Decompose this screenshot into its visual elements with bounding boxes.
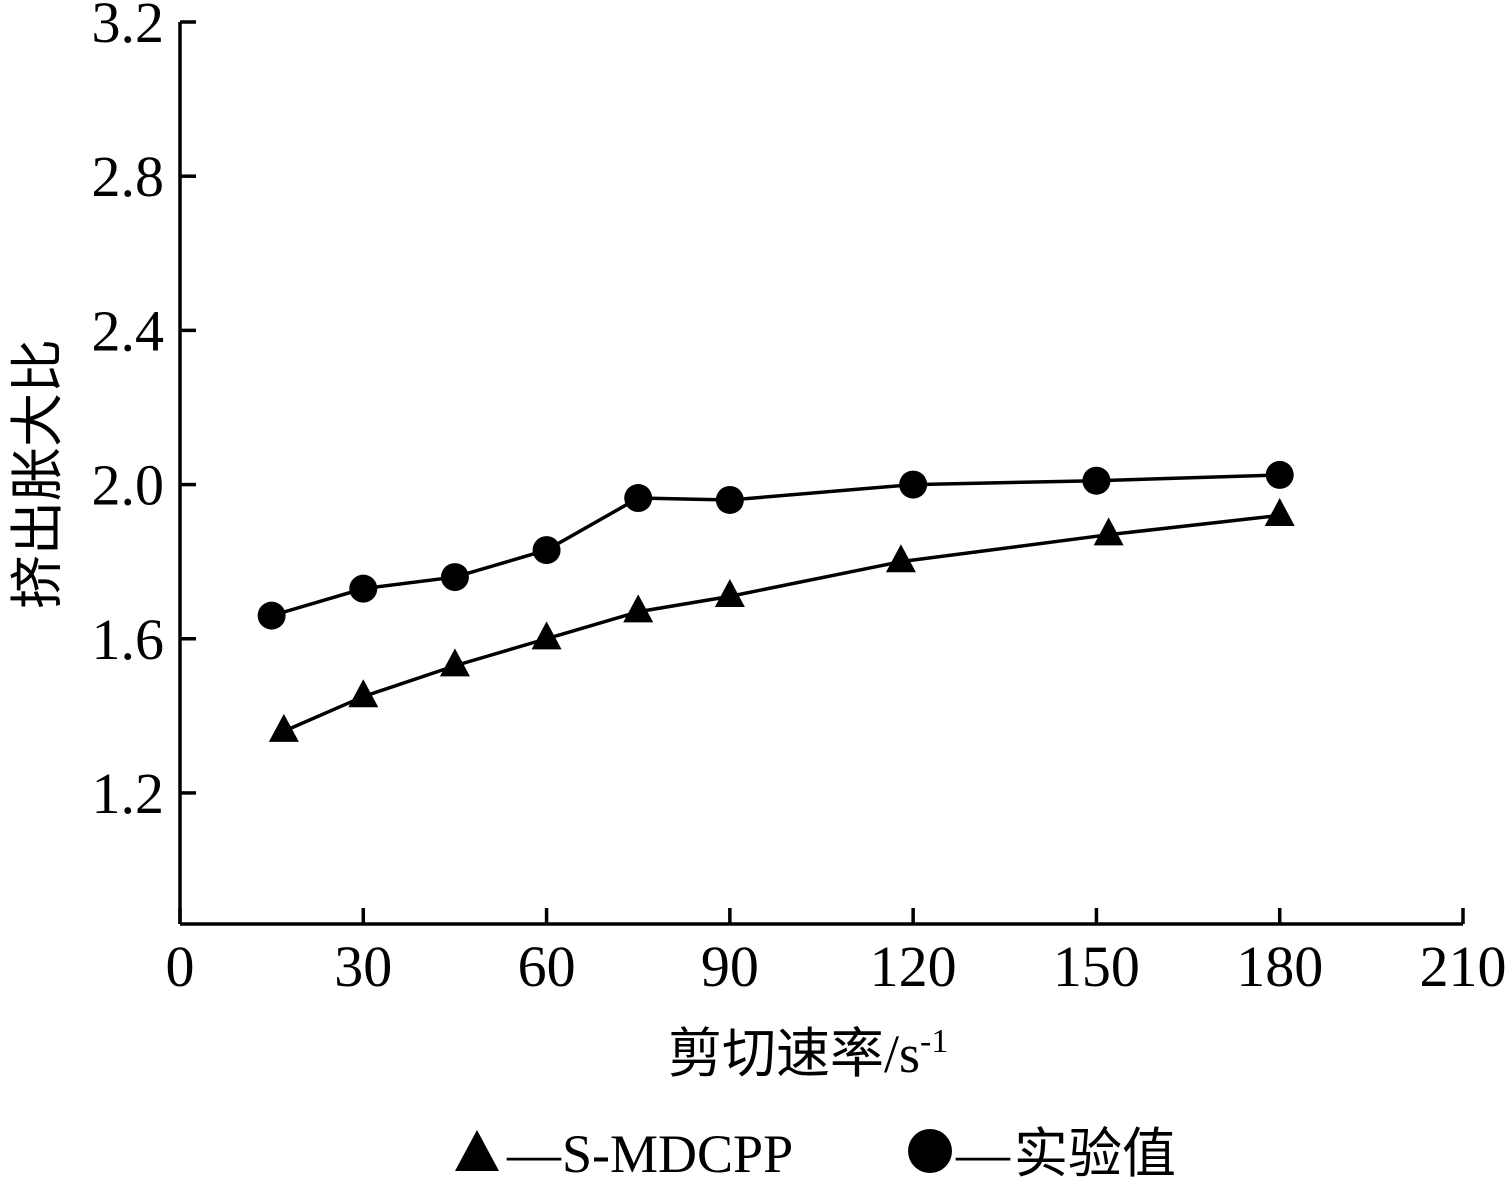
legend-separator-2: —	[955, 1124, 1011, 1180]
data-point-triangle	[439, 648, 470, 677]
legend-circle-marker	[908, 1129, 952, 1173]
y-tick-label: 3.2	[92, 0, 165, 55]
data-point-triangle	[348, 679, 379, 708]
x-tick-label: 60	[518, 934, 576, 999]
legend-triangle-marker	[455, 1130, 499, 1171]
data-point-circle	[440, 563, 469, 592]
x-tick-label: 150	[1053, 934, 1140, 999]
legend-label-experimental: 实验值	[1014, 1124, 1176, 1180]
series-line	[283, 513, 1280, 733]
x-axis-title-text: 剪切速率/s	[668, 1024, 920, 1084]
y-tick-label: 1.2	[92, 761, 165, 826]
x-tick-label: 30	[334, 934, 392, 999]
data-point-circle	[1082, 466, 1111, 495]
data-point-circle	[349, 574, 378, 603]
data-point-circle	[899, 470, 928, 499]
x-tick-label: 0	[166, 934, 195, 999]
axes	[178, 22, 1463, 926]
x-tick-label: 90	[701, 934, 759, 999]
x-axis-title: 剪切速率/s-1	[668, 1023, 948, 1084]
data-point-triangle	[714, 578, 745, 607]
y-tick-label: 1.6	[92, 607, 165, 672]
data-point-triangle	[1093, 517, 1124, 546]
y-axis-ticks: 1.2 1.6 2.0 2.4 2.8 3.2	[92, 0, 196, 826]
data-point-circle	[715, 485, 744, 514]
data-point-triangle	[885, 544, 916, 573]
x-tick-label: 120	[870, 934, 957, 999]
y-tick-label: 2.8	[92, 144, 165, 209]
series-1	[268, 498, 1295, 742]
y-tick-label: 2.0	[92, 453, 165, 518]
legend: — S-MDCPP — 实验值	[455, 1124, 1176, 1180]
series-layer	[257, 460, 1295, 742]
data-point-triangle	[531, 621, 562, 650]
data-point-triangle	[1264, 498, 1295, 527]
series-2	[257, 460, 1294, 630]
x-axis-ticks: 0 30 60 90 120 150 180 210	[166, 908, 1507, 999]
data-point-circle	[257, 601, 286, 630]
y-axis-title: 挤出胀大比	[8, 339, 68, 609]
series-line	[271, 473, 1280, 618]
data-point-circle	[532, 536, 561, 565]
data-point-triangle	[268, 713, 299, 742]
data-point-triangle	[623, 594, 654, 623]
data-point-circle	[1265, 460, 1294, 489]
legend-separator-1: —	[506, 1124, 562, 1180]
legend-label-s-mdcpp: S-MDCPP	[562, 1124, 793, 1180]
x-tick-label: 180	[1236, 934, 1323, 999]
x-axis-title-superscript: -1	[920, 1023, 948, 1060]
data-point-circle	[624, 484, 653, 513]
y-tick-label: 2.4	[92, 298, 165, 363]
x-tick-label: 210	[1420, 934, 1507, 999]
